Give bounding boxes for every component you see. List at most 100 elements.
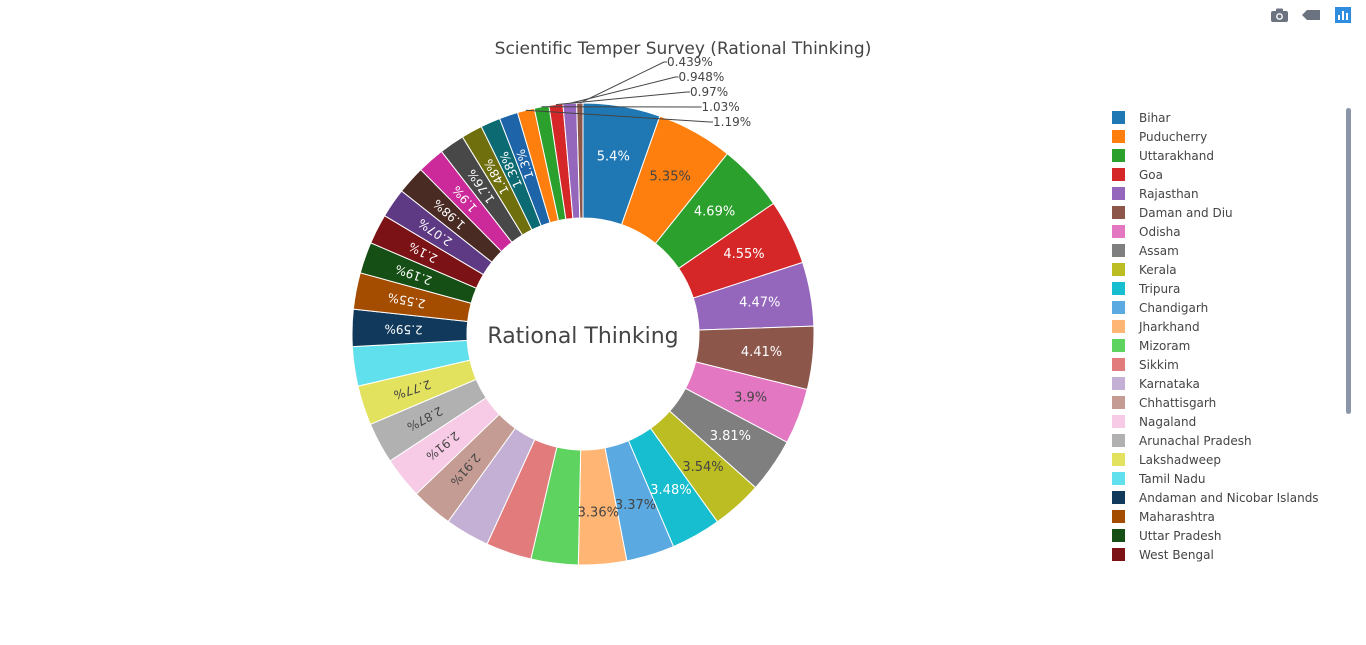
legend-swatch [1112,472,1125,485]
legend-item[interactable]: Sikkim [1104,355,1340,374]
legend-swatch [1112,187,1125,200]
legend-label: Mizoram [1139,338,1191,353]
legend-item[interactable]: Chandigarh [1104,298,1340,317]
legend-swatch [1112,149,1125,162]
slice-label: 5.35% [650,170,691,185]
legend-swatch [1112,263,1125,276]
pie-slice[interactable] [576,102,584,219]
legend-label: Chhattisgarh [1139,395,1217,410]
legend-label: Odisha [1139,224,1181,239]
legend-item[interactable]: Daman and Diu [1104,203,1340,222]
legend-label: Chandigarh [1139,300,1209,315]
legend-item[interactable]: Maharashtra [1104,507,1340,526]
slice-label-leader [569,76,679,104]
legend-item[interactable]: Rajasthan [1104,184,1340,203]
legend-swatch [1112,130,1125,143]
slice-label: 3.9% [734,391,767,406]
legend-item[interactable]: Bihar [1104,108,1340,127]
legend-item[interactable]: Nagaland [1104,412,1340,431]
legend-item[interactable]: Kerala [1104,260,1340,279]
legend-label: Uttarakhand [1139,148,1214,163]
slice-label: 1.19% [713,115,751,129]
legend-item[interactable]: Jharkhand [1104,317,1340,336]
legend-label: Maharashtra [1139,509,1215,524]
legend-label: Uttar Pradesh [1139,528,1222,543]
slice-label: 2.55% [387,290,427,311]
legend-item[interactable]: Odisha [1104,222,1340,241]
legend-swatch [1112,358,1125,371]
legend-swatch [1112,320,1125,333]
legend-swatch [1112,339,1125,352]
legend-label: Andaman and Nicobar Islands [1139,490,1319,505]
slice-label-leader [555,91,690,106]
legend-swatch [1112,168,1125,181]
slice-label: 4.55% [723,247,764,262]
legend-swatch [1112,415,1125,428]
legend-label: Tripura [1139,281,1181,296]
slice-label: 2.59% [384,322,422,337]
legend-swatch [1112,206,1125,219]
slice-label: 3.37% [615,498,656,513]
legend-label: Daman and Diu [1139,205,1233,220]
slice-label: 0.97% [690,85,728,99]
center-label: Rational Thinking [487,324,678,349]
legend-label: Nagaland [1139,414,1197,429]
slice-label-leader [579,61,667,104]
slice-label: 3.81% [710,429,751,444]
legend-swatch [1112,510,1125,523]
legend: Bihar Puducherry Uttarakhand Goa Rajasthan Da… [1104,108,1340,568]
legend-item[interactable]: Assam [1104,241,1340,260]
legend-swatch [1112,434,1125,447]
slice-label: 3.54% [682,460,723,475]
legend-item[interactable]: Arunachal Pradesh [1104,431,1340,450]
legend-swatch [1112,225,1125,238]
legend-label: Kerala [1139,262,1177,277]
tag-icon[interactable] [1302,6,1320,24]
legend-swatch [1112,548,1125,561]
slice-label: 1.03% [702,100,740,114]
legend-label: West Bengal [1139,547,1214,562]
legend-item[interactable]: Chhattisgarh [1104,393,1340,412]
legend-swatch [1112,453,1125,466]
legend-label: Bihar [1139,110,1171,125]
legend-item[interactable]: Andaman and Nicobar Islands [1104,488,1340,507]
legend-item[interactable]: Uttarakhand [1104,146,1340,165]
slice-label: 0.439% [667,55,713,69]
legend-item[interactable]: Uttar Pradesh [1104,526,1340,545]
slice-label: 3.48% [650,483,691,498]
legend-item[interactable]: Karnataka [1104,374,1340,393]
chart-title: Scientific Temper Survey (Rational Think… [495,39,872,59]
legend-swatch [1112,377,1125,390]
legend-item[interactable]: Lakshadweep [1104,450,1340,469]
legend-label: Rajasthan [1139,186,1199,201]
legend-label: Karnataka [1139,376,1200,391]
slice-label-leader [525,109,713,123]
legend-label: Sikkim [1139,357,1179,372]
camera-icon[interactable] [1270,6,1288,24]
legend-label: Puducherry [1139,129,1208,144]
slice-label: 3.36% [578,505,619,520]
legend-swatch [1112,111,1125,124]
legend-item[interactable]: Tamil Nadu [1104,469,1340,488]
legend-label: Assam [1139,243,1179,258]
legend-item[interactable]: Puducherry [1104,127,1340,146]
legend-label: Goa [1139,167,1163,182]
legend-item[interactable]: Goa [1104,165,1340,184]
legend-scrollbar[interactable] [1346,108,1351,414]
legend-item[interactable]: West Bengal [1104,545,1340,564]
modebar [1270,6,1352,24]
slice-label: 4.47% [739,295,780,310]
legend-swatch [1112,282,1125,295]
legend-label: Tamil Nadu [1139,471,1206,486]
legend-item[interactable]: Tripura [1104,279,1340,298]
legend-item[interactable]: Mizoram [1104,336,1340,355]
legend-swatch [1112,301,1125,314]
slice-label: 4.69% [694,204,735,219]
slice-label: 5.4% [597,150,630,165]
legend-swatch [1112,529,1125,542]
legend-label: Jharkhand [1139,319,1200,334]
slice-label: 4.41% [741,345,782,360]
legend-swatch [1112,491,1125,504]
plotly-bar-icon[interactable] [1334,6,1352,24]
slice-label: 0.948% [679,70,725,84]
